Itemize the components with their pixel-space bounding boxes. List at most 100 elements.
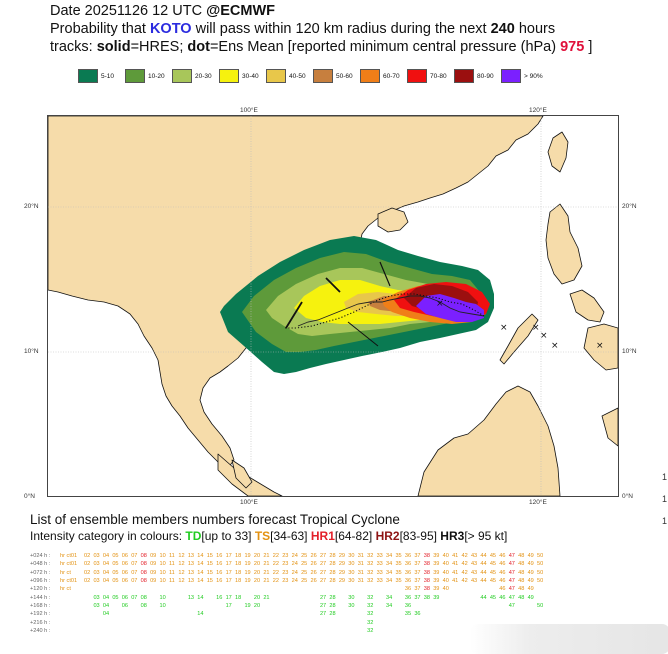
hr2-range: [83-95] — [399, 529, 437, 543]
table-cell: 32 — [367, 603, 374, 610]
table-cell: 12 — [178, 561, 185, 568]
table-cell: 23 — [282, 553, 289, 559]
ens-mean-track — [284, 293, 485, 329]
table-cell: 45 — [489, 561, 497, 568]
table-cell: 36 — [404, 586, 412, 593]
table-cell: 10 — [159, 569, 166, 576]
ensemble-title: List of ensemble members numbers forecas… — [30, 512, 400, 527]
table-cell — [358, 627, 367, 635]
table-cell: 37 — [414, 594, 421, 601]
table-cell: 38 — [423, 586, 430, 593]
table-cell: 07 — [131, 569, 138, 576]
table-cell — [216, 627, 225, 635]
table-cell — [197, 585, 206, 593]
table-cell — [480, 602, 489, 610]
table-cell: 05 — [112, 569, 119, 576]
intensity-legend: Intensity category in colours: TD[up to … — [30, 529, 507, 543]
map-svg: × × × × × × — [48, 116, 618, 496]
tracks-text-b: =HRES; — [130, 39, 188, 55]
lon-bottom-100: 100°E — [240, 499, 258, 506]
table-cell: 42 — [461, 578, 468, 585]
table-cell: 26 — [310, 561, 317, 568]
table-cell — [84, 627, 93, 635]
table-row: +192 h : 04 14 27 28 32 35 36 — [30, 610, 546, 618]
table-cell — [443, 602, 452, 610]
table-cell: 40 — [442, 578, 449, 585]
table-row: +096 h : hr ct01 02 03 04 05 06 07 08 09 10 11 12 13 1… — [30, 577, 546, 585]
row-tag: hr ct01 — [60, 553, 78, 559]
date-text: Date 20251126 12 UTC — [50, 3, 207, 19]
table-cell: 46 — [499, 553, 506, 559]
table-cell — [424, 602, 433, 610]
table-cell: 31 — [357, 569, 364, 576]
table-cell: 29 — [338, 569, 346, 576]
luzon-island — [545, 203, 583, 285]
track-seg-2 — [325, 277, 341, 293]
table-cell: 37 — [414, 569, 421, 576]
table-cell — [499, 610, 508, 618]
table-cell — [462, 585, 471, 593]
table-cell — [301, 619, 310, 627]
table-cell — [141, 585, 150, 593]
solid-word: solid — [96, 39, 131, 55]
table-cell — [414, 619, 423, 627]
table-cell: 15 — [206, 569, 213, 576]
row-label: +192 h : — [30, 611, 51, 618]
table-cell: 32 — [367, 569, 374, 576]
watermark-overlay — [470, 624, 668, 654]
legend-label: 20-30 — [195, 72, 212, 80]
table-cell: 12 — [178, 578, 185, 585]
table-cell: 38 — [423, 553, 430, 559]
map-panel: × × × × × × — [47, 115, 619, 497]
table-cell: 17 — [225, 578, 232, 585]
table-cell: 50 — [537, 578, 544, 585]
table-cell: 12 — [178, 569, 185, 576]
table-cell — [282, 610, 291, 618]
lat-right-0: 0°N — [622, 493, 633, 500]
table-cell: 10 — [159, 561, 166, 568]
table-cell — [443, 627, 452, 635]
table-row: +240 h : 32 — [30, 627, 546, 635]
table-cell: 23 — [282, 569, 289, 576]
lon-bottom-120: 120°E — [529, 499, 547, 506]
table-cell — [141, 610, 150, 618]
table-cell — [273, 585, 282, 593]
table-cell — [169, 619, 178, 627]
table-cell — [320, 627, 329, 635]
table-cell: 40 — [442, 586, 449, 593]
table-cell: 29 — [338, 553, 346, 559]
table-cell: 48 — [518, 553, 525, 559]
table-cell: 06 — [121, 561, 128, 568]
table-cell — [395, 594, 404, 602]
table-cell: 10 — [159, 594, 166, 601]
table-cell — [386, 619, 395, 627]
table-cell: 16 — [216, 553, 223, 559]
table-cell — [443, 610, 452, 618]
table-cell: 32 — [367, 611, 374, 618]
table-cell — [377, 619, 386, 627]
row-cells: 03 04 06 08 10 17 19 20 27 28 30 32 34 36 47 50 — [84, 602, 546, 610]
table-cell — [282, 585, 291, 593]
row-tag: hr ct — [60, 569, 71, 576]
table-cell — [178, 585, 187, 593]
table-cell: 49 — [527, 594, 534, 601]
table-cell — [433, 619, 442, 627]
table-cell — [122, 627, 131, 635]
table-row: +144 h : 03 04 05 06 07 08 10 13 14 16 17 18 20 21 27 28… — [30, 594, 546, 602]
table-cell — [160, 585, 169, 593]
table-cell — [263, 602, 272, 610]
legend-item: 80-90 — [454, 66, 501, 86]
hainan-island — [377, 207, 409, 233]
tracks-text-c: =Ens Mean [reported minimum central pres… — [209, 39, 561, 55]
table-cell: 27 — [319, 561, 327, 568]
x-mark-6: × — [436, 299, 444, 309]
table-cell — [518, 602, 527, 610]
table-cell — [131, 585, 140, 593]
table-cell — [405, 619, 414, 627]
legend-label: 5-10 — [101, 72, 115, 80]
table-cell: 07 — [131, 561, 138, 568]
table-cell — [207, 602, 216, 610]
td-label: TD — [185, 529, 202, 543]
table-cell: 04 — [102, 561, 110, 568]
table-cell: 34 — [386, 594, 393, 601]
